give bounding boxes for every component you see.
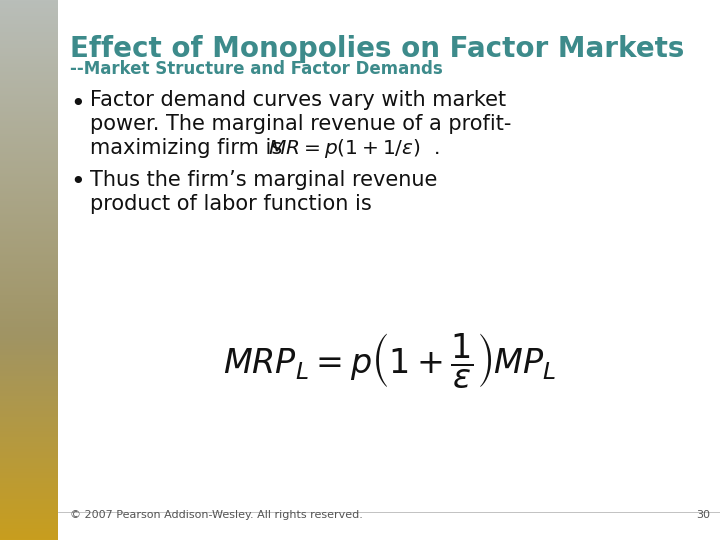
Text: power. The marginal revenue of a profit-: power. The marginal revenue of a profit- [90,114,511,134]
Text: maximizing firm is: maximizing firm is [90,138,282,158]
Text: $MRP_L = p\left(1+\dfrac{1}{\varepsilon}\right)MP_L$: $MRP_L = p\left(1+\dfrac{1}{\varepsilon}… [223,330,557,389]
Text: Factor demand curves vary with market: Factor demand curves vary with market [90,90,506,110]
Text: product of labor function is: product of labor function is [90,194,372,214]
Text: --Market Structure and Factor Demands: --Market Structure and Factor Demands [70,60,443,78]
Text: •: • [70,92,85,116]
Text: 30: 30 [696,510,710,520]
Text: © 2007 Pearson Addison-Wesley. All rights reserved.: © 2007 Pearson Addison-Wesley. All right… [70,510,363,520]
Text: Thus the firm’s marginal revenue: Thus the firm’s marginal revenue [90,170,437,190]
Text: $MR = p(1+1/\varepsilon)$  .: $MR = p(1+1/\varepsilon)$ . [268,137,439,160]
Text: Effect of Monopolies on Factor Markets: Effect of Monopolies on Factor Markets [70,35,685,63]
Text: •: • [70,170,85,194]
